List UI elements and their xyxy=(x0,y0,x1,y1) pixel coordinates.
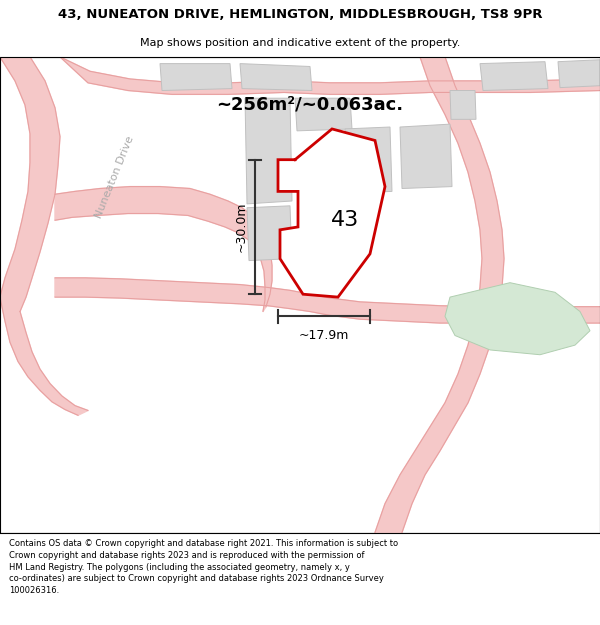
Text: Contains OS data © Crown copyright and database right 2021. This information is : Contains OS data © Crown copyright and d… xyxy=(9,539,398,595)
Text: Nuneaton Drive: Nuneaton Drive xyxy=(94,134,136,219)
Polygon shape xyxy=(295,98,352,131)
Polygon shape xyxy=(400,124,452,189)
Text: 43, NUNEATON DRIVE, HEMLINGTON, MIDDLESBROUGH, TS8 9PR: 43, NUNEATON DRIVE, HEMLINGTON, MIDDLESB… xyxy=(58,8,542,21)
Polygon shape xyxy=(247,206,292,261)
Polygon shape xyxy=(160,64,232,91)
Text: ~256m²/~0.063ac.: ~256m²/~0.063ac. xyxy=(217,96,404,114)
Polygon shape xyxy=(240,64,312,91)
Polygon shape xyxy=(480,62,548,91)
Polygon shape xyxy=(60,57,600,94)
Polygon shape xyxy=(55,278,600,323)
Polygon shape xyxy=(278,129,385,297)
Polygon shape xyxy=(0,57,60,311)
Text: ~30.0m: ~30.0m xyxy=(235,202,248,252)
Polygon shape xyxy=(55,187,258,246)
Text: ~17.9m: ~17.9m xyxy=(299,329,349,342)
Polygon shape xyxy=(445,282,590,355)
Text: 43: 43 xyxy=(331,210,359,230)
Polygon shape xyxy=(345,127,392,193)
Polygon shape xyxy=(0,297,88,415)
Polygon shape xyxy=(375,57,504,532)
Text: Map shows position and indicative extent of the property.: Map shows position and indicative extent… xyxy=(140,38,460,48)
Polygon shape xyxy=(245,98,292,204)
Polygon shape xyxy=(450,91,476,119)
Polygon shape xyxy=(254,223,272,311)
Polygon shape xyxy=(558,60,600,88)
